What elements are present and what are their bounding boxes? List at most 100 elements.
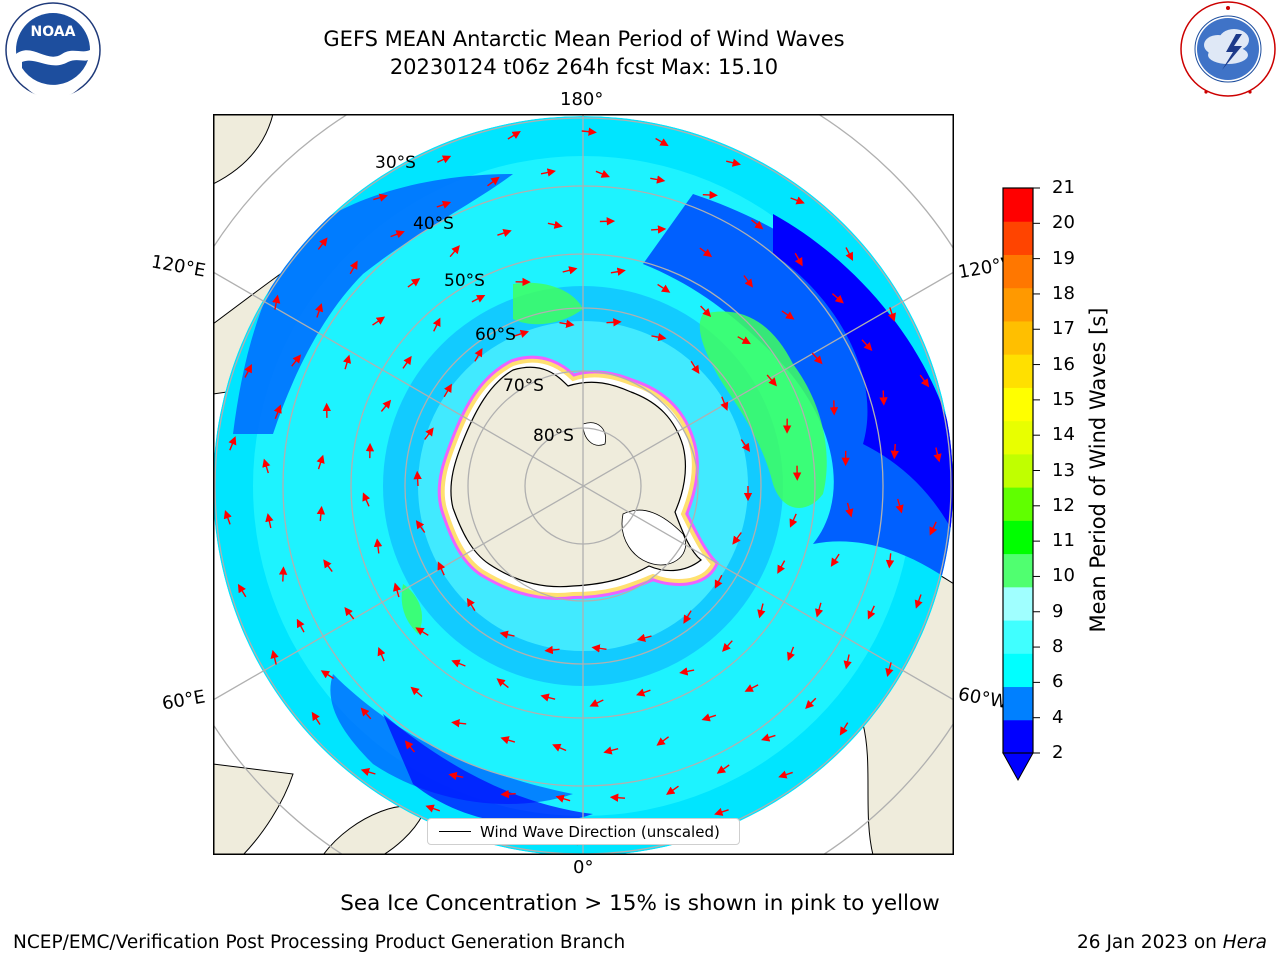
- wind-arrow: [714, 574, 723, 589]
- wind-arrow: [424, 427, 434, 440]
- map-legend: Wind Wave Direction (unscaled): [427, 818, 740, 845]
- wind-arrow: [757, 603, 766, 619]
- wind-arrow: [415, 520, 426, 533]
- nws-logo: [1180, 1, 1276, 97]
- wind-arrow: [609, 793, 626, 802]
- wind-arrow: [315, 303, 324, 318]
- colorbar-segment: [1003, 354, 1033, 388]
- colorbar-segment: [1003, 287, 1033, 322]
- wind-arrow: [415, 627, 429, 636]
- lon-label-60e: 60°E: [160, 686, 207, 715]
- wind-arrow: [831, 293, 844, 304]
- wind-arrow: [272, 294, 281, 310]
- wind-arrow: [595, 170, 610, 178]
- colorbar-tick-label: 6: [1052, 671, 1064, 693]
- wind-arrow: [890, 443, 899, 460]
- colorbar-segment: [1003, 653, 1033, 688]
- wind-arrow: [514, 329, 530, 338]
- wind-arrow: [581, 127, 597, 136]
- wind-arrow: [720, 396, 729, 411]
- colorbar-tick-label: 21: [1052, 177, 1075, 198]
- wind-arrow: [497, 229, 512, 238]
- wind-arrow: [839, 722, 849, 736]
- wind-arrow: [436, 200, 452, 209]
- wind-arrow: [651, 332, 667, 342]
- wind-arrow: [744, 684, 759, 692]
- wind-arrow: [701, 713, 717, 722]
- wind-arrow: [636, 688, 651, 697]
- wind-arrow: [657, 283, 671, 293]
- wind-arrow: [311, 711, 321, 725]
- wind-arrow: [448, 771, 464, 781]
- wind-arrow: [790, 196, 805, 205]
- wind-arrow: [845, 247, 854, 262]
- wind-arrow: [402, 355, 412, 369]
- wind-arrow: [496, 678, 509, 689]
- wind-arrow: [410, 686, 423, 698]
- colorbar-segment: [1003, 520, 1033, 555]
- colorbar-tick-label: 12: [1052, 494, 1075, 516]
- wind-direction-arrows: [223, 127, 942, 846]
- latitude-labels: 30°S 40°S 50°S 60°S 70°S 80°S: [375, 153, 574, 446]
- wind-arrow: [471, 294, 486, 303]
- colorbar-segment: [1003, 188, 1033, 222]
- wind-arrow: [373, 193, 388, 202]
- wind-arrow: [317, 237, 328, 250]
- wind-arrow: [811, 352, 823, 365]
- colorbar-tick-label: 14: [1052, 424, 1075, 446]
- wind-arrow: [726, 158, 741, 167]
- colorbar-segment: [1003, 719, 1033, 754]
- chart-subtitle: 20230124 t06z 264h fcst Max: 15.10: [389, 55, 779, 79]
- polar-map: 30°S 40°S 50°S 60°S 70°S 80°S: [213, 114, 954, 855]
- wind-arrow: [830, 553, 840, 567]
- lon-label-0: 0°: [573, 857, 594, 878]
- wind-arrow: [507, 130, 521, 140]
- wind-arrow: [656, 736, 670, 746]
- wind-arrow: [244, 363, 252, 378]
- wind-arrow: [466, 597, 476, 612]
- wind-arrow: [885, 553, 895, 569]
- colorbar-tick-label: 18: [1052, 282, 1075, 304]
- wind-arrow: [716, 764, 730, 774]
- noaa-logo-text: NOAA: [31, 24, 76, 40]
- footer-host: Hera: [1222, 932, 1267, 953]
- lat-label-40s: 40°S: [413, 214, 454, 234]
- wind-arrow: [500, 736, 516, 745]
- wind-arrow: [559, 319, 575, 328]
- colorbar-segment: [1003, 453, 1033, 488]
- wind-arrow: [591, 644, 607, 653]
- wind-arrow: [552, 743, 567, 752]
- wind-arrow: [323, 559, 333, 573]
- wind-arrow: [451, 718, 467, 728]
- wind-arrow: [362, 492, 371, 507]
- colorbar-segment: [1003, 586, 1033, 621]
- wind-arrow: [603, 746, 619, 755]
- wind-arrow: [273, 404, 282, 419]
- wind-arrow: [610, 267, 626, 276]
- colorbar-segment: [1003, 387, 1033, 422]
- graticule: [213, 114, 954, 855]
- colorbar-tick-label: 10: [1052, 565, 1075, 587]
- wind-arrow: [377, 647, 386, 662]
- wind-arrow: [500, 789, 516, 799]
- wind-arrow: [914, 594, 923, 609]
- colorbar-tick-label: 13: [1052, 459, 1075, 481]
- wind-arrow: [845, 502, 854, 518]
- wind-arrow: [589, 699, 604, 707]
- wind-arrow: [547, 220, 563, 229]
- lon-label-120e: 120°E: [149, 251, 208, 282]
- wind-arrow: [349, 260, 358, 275]
- wind-arrow: [887, 307, 896, 322]
- wind-arrow: [606, 318, 622, 327]
- wind-arrow: [474, 348, 483, 362]
- wind-arrow: [228, 436, 237, 451]
- wind-arrow: [815, 602, 824, 618]
- wind-arrow: [443, 383, 452, 398]
- colorbar-tick-label: 4: [1052, 706, 1064, 728]
- wind-arrow: [761, 733, 776, 742]
- wind-arrow: [655, 137, 669, 147]
- wind-arrow: [404, 740, 416, 753]
- colorbar-tick-label: 9: [1052, 600, 1064, 622]
- footer-date: 26 Jan 2023 on Hera: [1077, 932, 1267, 953]
- colorbar-segment: [1003, 686, 1033, 721]
